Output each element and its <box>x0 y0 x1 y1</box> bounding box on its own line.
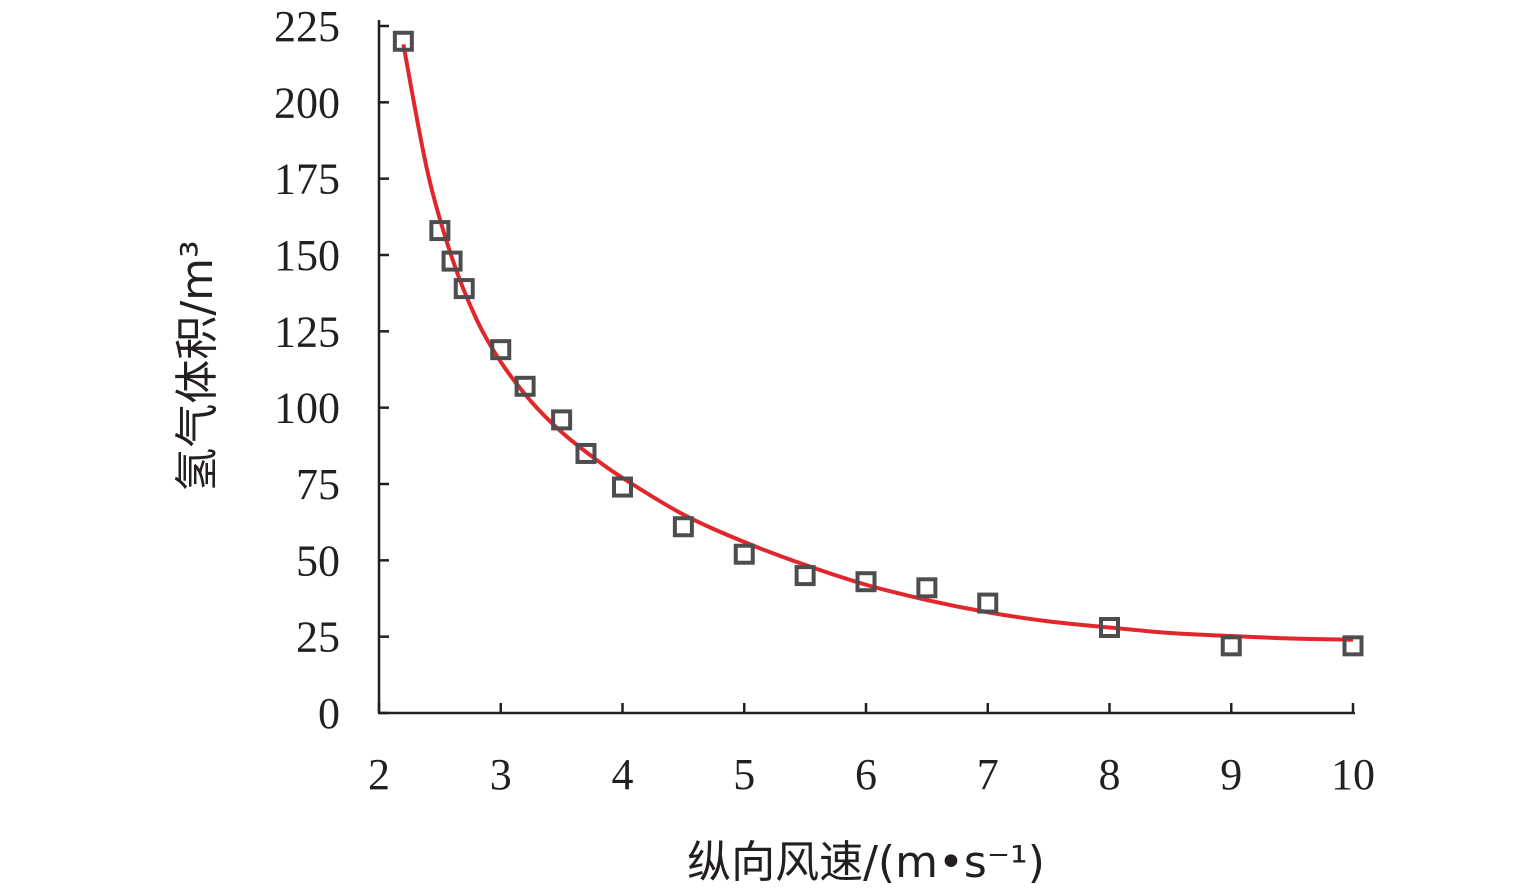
data-point-marker <box>1099 617 1120 639</box>
data-point-marker <box>612 476 633 498</box>
data-point-marker <box>855 571 877 593</box>
fit-curve <box>401 43 1354 642</box>
data-point-marker <box>1220 635 1242 657</box>
data-point-marker <box>1342 635 1364 657</box>
x-tick-label: 4 <box>612 750 634 799</box>
y-axis-title: 氢气体积/m³ <box>172 240 223 491</box>
y-tick-label: 0 <box>318 689 340 738</box>
x-tick-label: 7 <box>977 750 999 799</box>
y-tick-label: 75 <box>296 460 340 509</box>
x-tick-label: 10 <box>1331 750 1375 799</box>
x-tick-label: 6 <box>855 750 877 799</box>
x-axis-title: 纵向风速/(m•s⁻¹) <box>687 837 1045 888</box>
y-tick-label: 150 <box>274 231 340 280</box>
y-tick-label: 200 <box>274 78 340 127</box>
data-point-marker <box>551 409 573 431</box>
data-point-marker <box>977 592 999 614</box>
y-ticks: 0 25 50 75 100 125 150 175 200 225 <box>274 2 389 738</box>
x-tick-label: 9 <box>1220 750 1242 799</box>
data-point-marker <box>733 543 755 565</box>
fit-curve-line <box>401 43 1354 642</box>
data-points <box>392 30 1364 657</box>
x-tick-label: 5 <box>733 750 755 799</box>
data-point-marker <box>672 516 694 538</box>
data-point-marker <box>916 577 938 599</box>
data-point-marker <box>490 339 512 361</box>
x-ticks: 2 3 4 5 6 7 8 9 10 <box>368 703 1375 799</box>
data-point-marker <box>392 30 414 52</box>
data-point-marker <box>575 442 597 464</box>
y-tick-label: 100 <box>274 384 340 433</box>
y-tick-label: 25 <box>296 613 340 662</box>
x-tick-label: 8 <box>1099 750 1121 799</box>
data-point-marker <box>429 220 451 242</box>
data-point-marker <box>453 278 475 300</box>
axes <box>377 20 1355 715</box>
x-tick-label: 3 <box>490 750 512 799</box>
y-tick-label: 125 <box>274 307 340 356</box>
data-point-marker <box>441 250 463 272</box>
y-tick-label: 175 <box>274 155 340 204</box>
data-point-marker <box>794 565 816 587</box>
y-tick-label: 225 <box>274 2 340 51</box>
y-tick-label: 50 <box>296 536 340 585</box>
x-tick-label: 2 <box>368 750 390 799</box>
data-point-marker <box>514 375 536 397</box>
